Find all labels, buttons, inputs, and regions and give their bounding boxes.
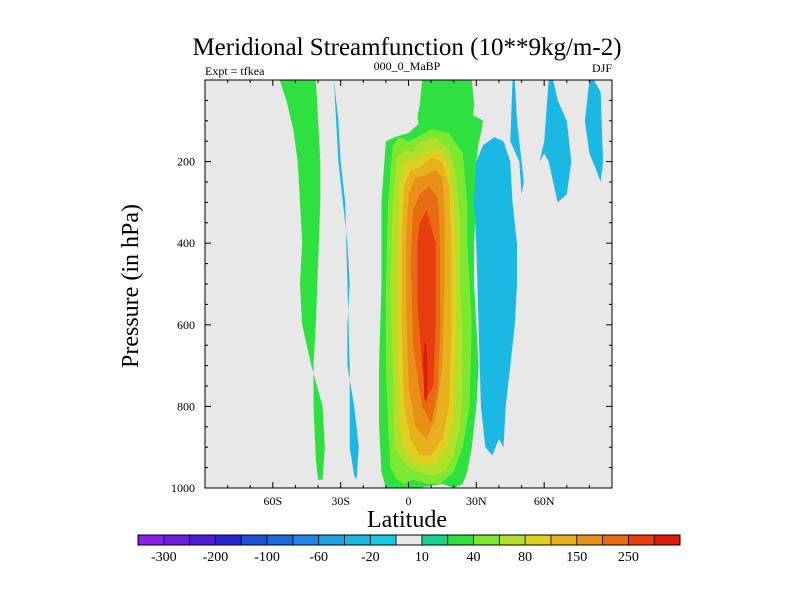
y-tick-label: 1000 xyxy=(171,481,195,495)
colorbar-swatch xyxy=(525,535,552,545)
contour-region xyxy=(474,137,517,456)
colorbar-label: 80 xyxy=(518,550,532,565)
colorbar-label: -100 xyxy=(254,550,280,565)
colorbar-frame xyxy=(137,534,681,546)
colorbar-swatch xyxy=(473,535,500,545)
colorbar-swatch xyxy=(602,535,629,545)
colorbar-label: 10 xyxy=(415,550,429,565)
colorbar-swatch xyxy=(189,535,216,545)
colorbar-swatch xyxy=(447,535,474,545)
contour-region xyxy=(417,210,436,399)
colorbar-swatch xyxy=(654,535,681,545)
y-axis-title: Pressure (in hPa) xyxy=(118,204,144,368)
axis-ticks: 60S 30S 0 30N 60N 200 400 600 800 1000 xyxy=(171,80,612,508)
colorbar-swatch xyxy=(241,535,268,545)
x-tick-label: 60S xyxy=(263,494,282,508)
colorbar-swatch xyxy=(138,535,165,545)
season-label: DJF xyxy=(592,61,612,75)
colorbar-swatch xyxy=(318,535,345,545)
colorbar-label: -60 xyxy=(309,550,328,565)
colorbar-swatch xyxy=(499,535,526,545)
contour-region xyxy=(423,341,428,403)
colorbar: -300 -200 -100 -60 -20 10 40 80 150 250 xyxy=(137,534,681,565)
colorbar-label: -200 xyxy=(203,550,229,565)
colorbar-swatch xyxy=(370,535,397,545)
x-tick-label: 30S xyxy=(331,494,350,508)
y-tick-label: 800 xyxy=(177,399,195,413)
y-tick-label: 400 xyxy=(177,236,195,250)
contour-region xyxy=(417,80,475,133)
colorbar-swatch xyxy=(267,535,294,545)
contour-region xyxy=(333,80,359,480)
contour-region xyxy=(584,80,603,182)
colorbar-label: 250 xyxy=(618,550,639,565)
colorbar-label: 40 xyxy=(467,550,481,565)
contour-region xyxy=(279,80,325,480)
plot-area: 60S 30S 0 30N 60N 200 400 600 800 1000 xyxy=(171,79,613,508)
colorbar-label: -20 xyxy=(361,550,380,565)
colorbar-label: 150 xyxy=(566,550,587,565)
x-tick-label: 0 xyxy=(406,494,412,508)
chart-title: Meridional Streamfunction (10**9kg/m-2) xyxy=(192,34,621,61)
colorbar-swatch xyxy=(421,535,449,545)
experiment-label: Expt = tfkea xyxy=(205,64,265,78)
x-tick-label: 60N xyxy=(534,494,555,508)
x-tick-label: 30N xyxy=(466,494,487,508)
contour-region xyxy=(510,80,524,195)
colorbar-swatch xyxy=(344,535,371,545)
period-label: 000_0_MaBP xyxy=(374,59,441,73)
colorbar-swatch xyxy=(576,535,603,545)
contour-region xyxy=(539,80,572,203)
colorbar-swatch xyxy=(215,535,242,545)
y-tick-label: 600 xyxy=(177,318,195,332)
colorbar-swatch xyxy=(292,535,319,545)
colorbar-label: -300 xyxy=(151,550,177,565)
colorbar-swatch xyxy=(550,535,578,545)
colorbar-swatch xyxy=(396,535,423,545)
colorbar-swatch xyxy=(628,535,655,545)
x-axis-title: Latitude xyxy=(367,507,447,533)
y-tick-label: 200 xyxy=(177,155,195,169)
colorbar-swatch xyxy=(163,535,190,545)
contour-fields xyxy=(279,80,603,488)
